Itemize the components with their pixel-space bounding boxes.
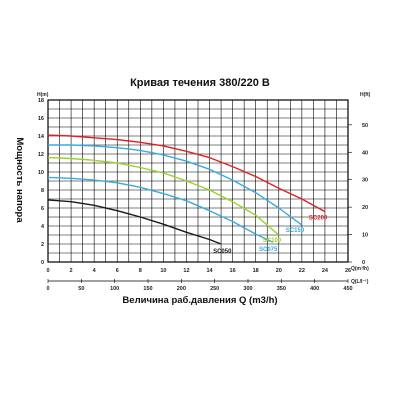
x-tick-label-top: 8 [139,268,142,274]
y-tick-label-left: 0 [41,260,44,266]
y-tick-label-right: 20 [362,205,368,211]
series-label-sc200: SC200 [309,216,328,222]
y-unit-left: H(m) [37,92,49,98]
x-tick-label-bottom: 450 [343,286,352,292]
y-tick-label-left: 8 [41,188,44,194]
x-tick-label-top: 16 [230,268,236,274]
grid [47,99,349,282]
y-tick-label-right: 0 [362,260,365,266]
series-labels: SC050 SC075 SC100 SC150 SC200 [213,216,328,255]
x-axis-title: Величина раб.давления Q (m3/h) [122,295,277,306]
series-line-sc050 [47,199,222,245]
series-label-sc050: SC050 [213,249,232,255]
x-tick-label-top: 10 [160,268,166,274]
y-tick-label-left: 4 [41,224,45,230]
y-tick-label-left: 14 [38,134,45,140]
y-tick-label-right: 50 [362,123,368,129]
y-unit-right: H(ft) [360,92,371,98]
series-line-sc200 [47,134,326,213]
x-tick-label-bottom: 400 [310,286,319,292]
x-tick-label-bottom: 100 [110,286,119,292]
x-tick-label-top: 26 [345,268,351,274]
y-tick-label-left: 16 [38,116,44,122]
x-tick-label-top: 14 [206,268,213,274]
x-tick-label-bottom: 200 [177,286,186,292]
x-tick-label-bottom: 150 [143,286,152,292]
x-tick-label-top: 24 [322,268,329,274]
series-label-sc075: SC075 [259,247,278,253]
y-tick-label-left: 2 [41,242,44,248]
x-tick-label-top: 0 [46,268,49,274]
x-tick-label-bottom: 350 [277,286,286,292]
x-tick-label-top: 2 [70,268,73,274]
x-tick-label-top: 4 [93,268,97,274]
plot-frame [47,99,349,263]
y-axis-title: Мощность напора [14,137,25,223]
y-tick-label-right: 30 [362,178,368,184]
series-line-sc075 [47,176,274,243]
x-tick-label-top: 12 [183,268,189,274]
x-tick-label-bottom: 250 [210,286,219,292]
x-tick-label-bottom: 300 [243,286,252,292]
series-lines [47,134,326,245]
x-tick-label-top: 22 [299,268,305,274]
y-tick-label-left: 18 [38,98,44,104]
series-label-sc100: SC100 [263,238,282,244]
x-tick-label-bottom: 50 [78,286,84,292]
x-unit-top: Q(m³/h) [351,266,369,272]
y-tick-label-left: 10 [38,170,44,176]
y-tick-label-right: 40 [362,150,368,156]
x-tick-label-top: 6 [116,268,119,274]
y-tick-label-left: 6 [41,206,44,212]
series-label-sc150: SC150 [286,228,305,234]
chart-title: Кривая течения 380/220 В [130,77,270,89]
x-tick-label-top: 18 [253,268,259,274]
y-tick-label-left: 12 [38,152,44,158]
x-tick-label-bottom: 0 [46,286,49,292]
x-unit-bottom: Q(L/I⁻¹) [351,279,369,285]
series-line-sc100 [47,156,280,236]
series-line-sc150 [48,144,303,226]
y-tick-label-right: 10 [362,233,368,239]
x-tick-label-top: 20 [276,268,282,274]
